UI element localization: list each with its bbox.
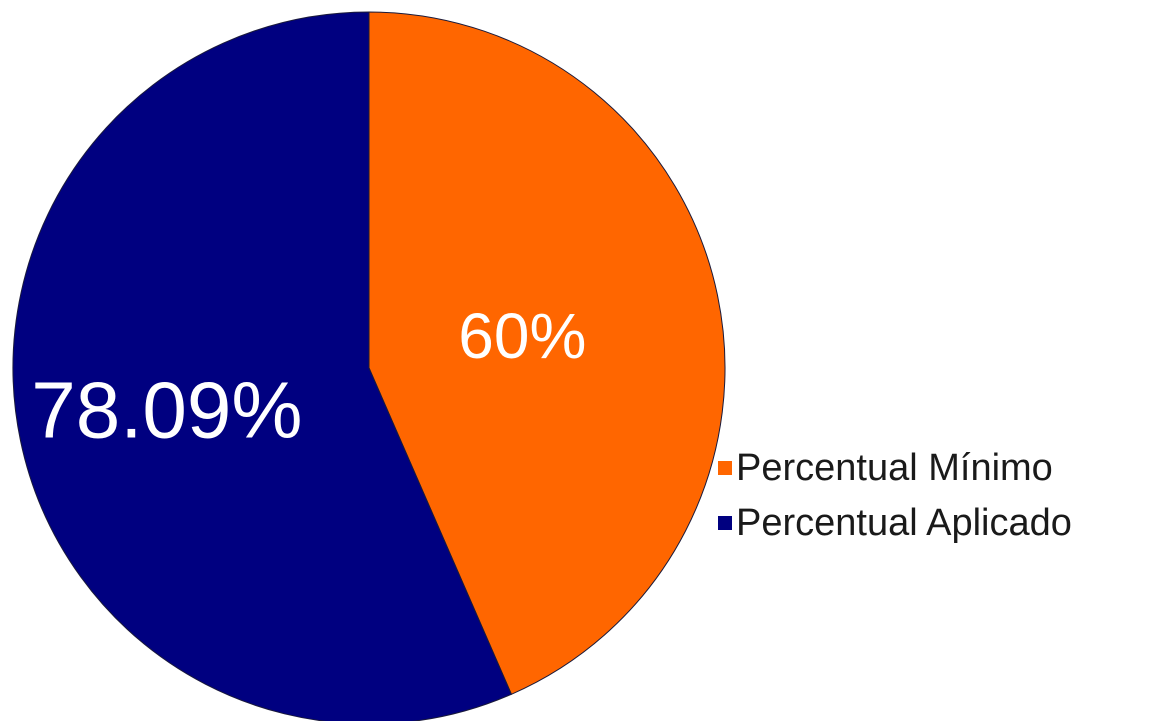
legend-swatch-0 bbox=[718, 461, 732, 475]
pie-slice-labels: 60% 78.09% bbox=[31, 300, 586, 455]
slice-value-label-0: 60% bbox=[458, 300, 586, 372]
legend-label-1: Percentual Aplicado bbox=[736, 502, 1072, 544]
pie-slices bbox=[12, 11, 726, 721]
pie-slice-1 bbox=[12, 11, 513, 721]
slice-value-label-1: 78.09% bbox=[31, 366, 302, 455]
legend: Percentual Mínimo Percentual Aplicado bbox=[718, 447, 1072, 544]
legend-label-0: Percentual Mínimo bbox=[736, 447, 1053, 489]
legend-swatch-1 bbox=[718, 516, 732, 530]
pie-slice-0 bbox=[368, 11, 726, 695]
